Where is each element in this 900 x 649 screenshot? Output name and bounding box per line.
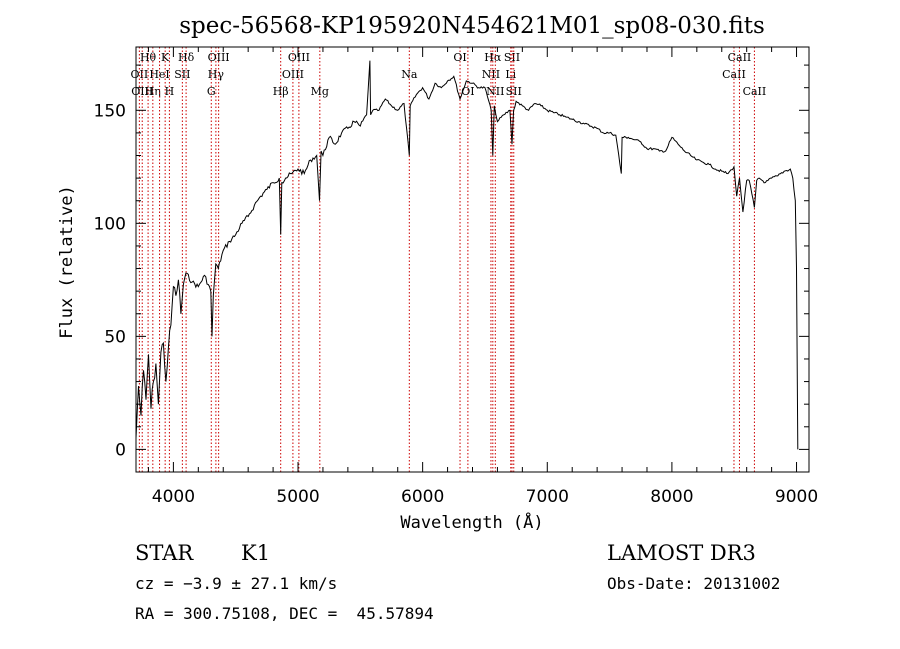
object-subclass: K1: [241, 541, 270, 565]
x-axis-label: Wavelength (Å): [400, 511, 543, 533]
marker-label-24: SII: [506, 85, 522, 98]
y-tick-label-1: 50: [104, 327, 126, 347]
marker-label-10: Hγ: [208, 68, 225, 81]
y-axis-label: Flux (relative): [57, 185, 77, 339]
marker-label-15: Mg: [311, 85, 329, 98]
marker-label-16: Na: [401, 68, 418, 81]
marker-label-2: Hθ: [140, 51, 157, 64]
line-markers: OII OIII Hθ Hη HeI K H SII Hδ G Hγ OIII Hβ OIII OIII Mg…: [131, 47, 767, 472]
object-class: STAR: [135, 541, 194, 565]
marker-label-19: NII: [482, 68, 500, 81]
observation-date: Obs-Date: 20131002: [607, 574, 780, 593]
x-tick-label-1: 5000: [276, 487, 319, 507]
marker-label-1: OIII: [131, 85, 153, 98]
spectrum-plot: [135, 60, 799, 450]
x-tick-label-3: 7000: [526, 487, 569, 507]
marker-label-21: NII: [486, 85, 504, 98]
x-tick-label-4: 8000: [650, 487, 693, 507]
y-axis: 0 50 100 150: [94, 64, 809, 473]
marker-label-5: K: [161, 51, 170, 64]
y-tick-label-3: 150: [94, 101, 126, 121]
spectrum-line: [135, 60, 799, 450]
marker-label-25: CaII: [722, 68, 746, 81]
marker-label-27: CaII: [743, 85, 767, 98]
marker-label-20: Hα: [484, 51, 502, 64]
marker-label-7: SII: [174, 68, 190, 81]
marker-label-4: HeI: [149, 68, 169, 81]
marker-label-23: SII: [504, 51, 520, 64]
marker-label-22: Li: [505, 68, 516, 81]
x-tick-label-0: 4000: [152, 487, 195, 507]
y-tick-label-0: 0: [115, 440, 126, 460]
marker-label-26: CaII: [728, 51, 752, 64]
marker-label-18: OI: [461, 85, 474, 98]
marker-label-8: Hδ: [178, 51, 195, 64]
survey-name: LAMOST DR3: [607, 541, 756, 565]
redshift-readout: cz = −3.9 ± 27.1 km/s: [135, 574, 337, 593]
marker-label-3: Hη: [145, 85, 161, 98]
coordinates-readout: RA = 300.75108, DEC = 45.57894: [135, 604, 434, 623]
marker-label-11: OIII: [208, 51, 230, 64]
marker-label-17: OI: [453, 51, 466, 64]
marker-label-6: H: [165, 85, 175, 98]
plot-frame: [135, 46, 810, 473]
x-tick-label-5: 9000: [775, 487, 818, 507]
marker-label-9: G: [207, 85, 216, 98]
marker-label-12: Hβ: [273, 85, 289, 98]
chart-title: spec-56568-KP195920N454621M01_sp08-030.f…: [179, 13, 765, 39]
marker-label-13: OIII: [282, 68, 304, 81]
marker-label-14: OIII: [288, 51, 310, 64]
x-tick-label-2: 6000: [401, 487, 444, 507]
y-tick-label-2: 100: [94, 214, 126, 234]
x-axis: 4000 5000 6000 7000 8000 9000: [147, 47, 818, 507]
marker-label-0: OII: [131, 68, 149, 81]
